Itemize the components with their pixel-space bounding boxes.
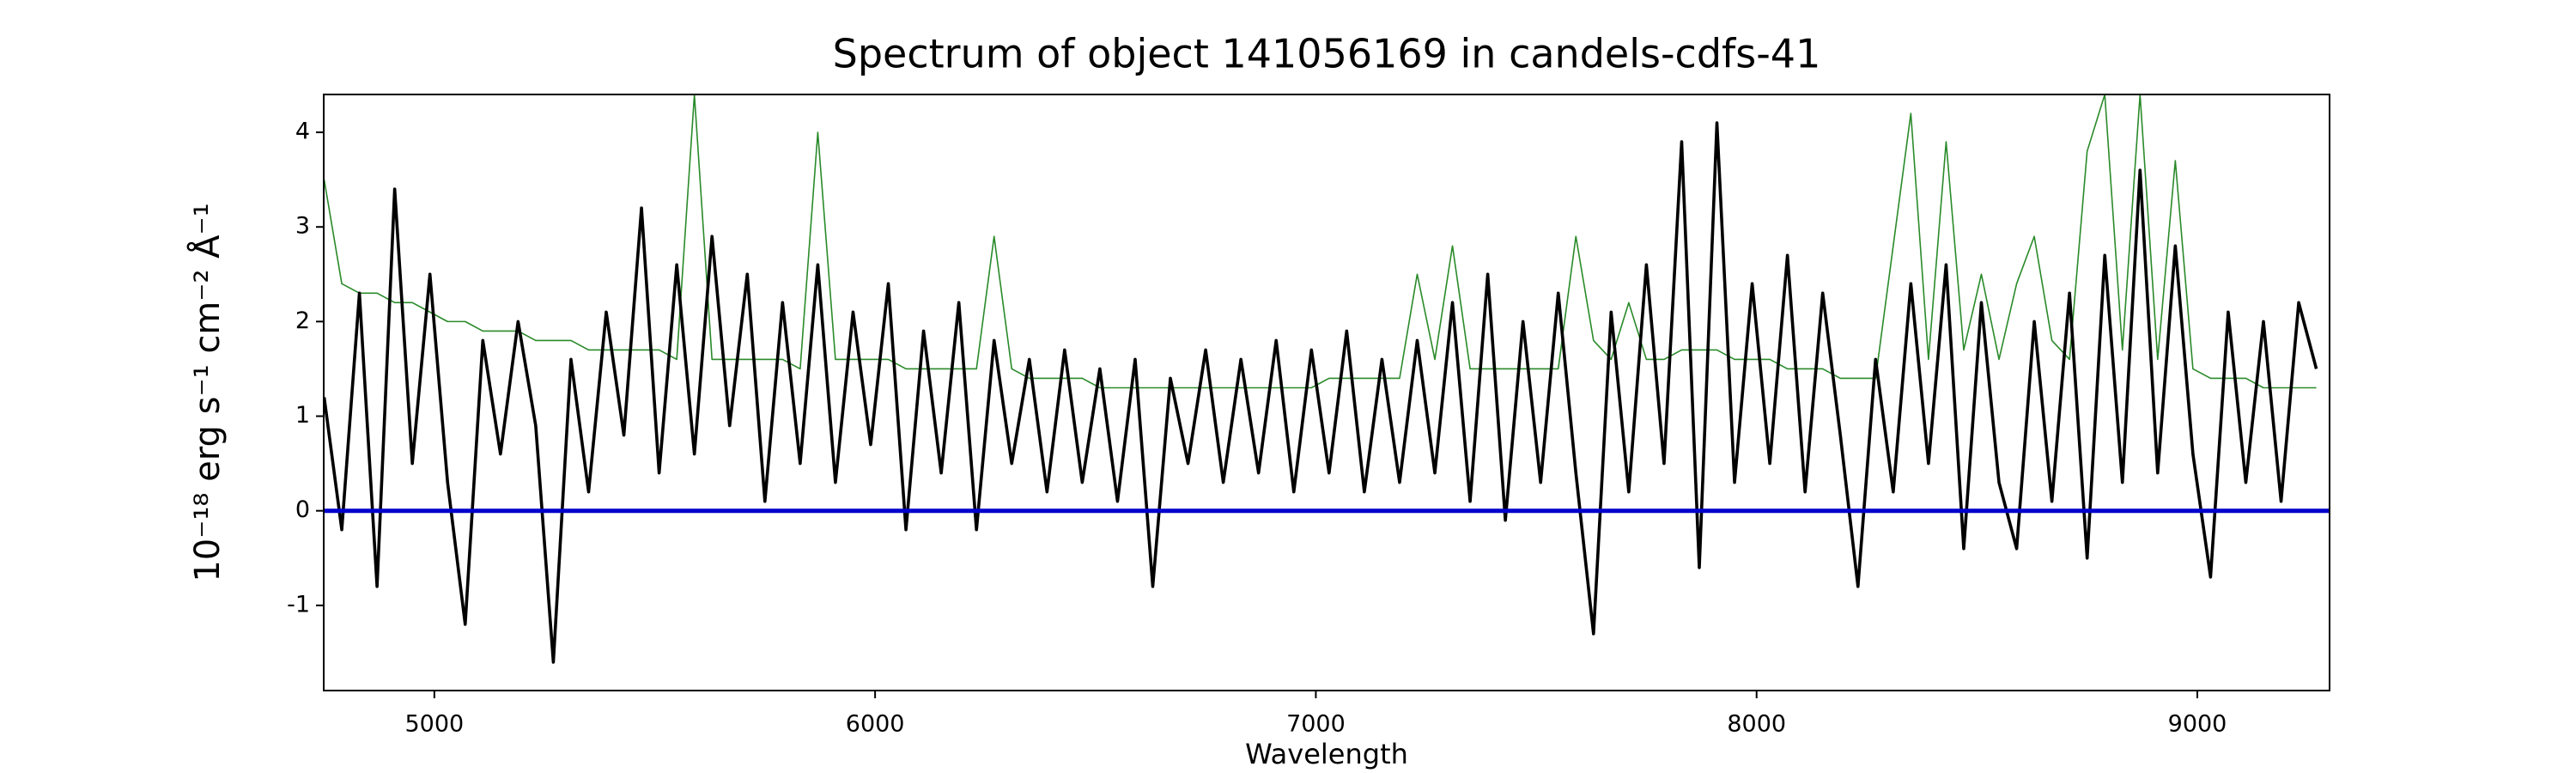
y-tick-label: 1	[295, 402, 310, 429]
spectrum-line	[324, 94, 2317, 389]
chart-title: Spectrum of object 141056169 in candels-…	[833, 31, 1821, 77]
spectrum-line	[324, 121, 2318, 664]
y-tick-label: 4	[295, 119, 310, 145]
x-tick-label: 9000	[2168, 711, 2227, 738]
x-tick-label: 7000	[1286, 711, 1346, 738]
y-tick-label: 0	[295, 496, 310, 523]
x-tick-label: 5000	[404, 711, 464, 738]
y-tick-label: -1	[287, 591, 310, 618]
x-axis-label: Wavelength	[1245, 738, 1408, 770]
y-tick-label: 3	[295, 213, 310, 240]
y-axis-label: 10⁻¹⁸ erg s⁻¹ cm⁻² Å⁻¹	[186, 203, 228, 581]
axes-frame	[323, 94, 2330, 691]
plot-area	[324, 94, 2330, 664]
y-tick-label: 2	[295, 307, 310, 334]
x-tick-label: 8000	[1727, 711, 1786, 738]
x-tick-label: 6000	[846, 711, 905, 738]
